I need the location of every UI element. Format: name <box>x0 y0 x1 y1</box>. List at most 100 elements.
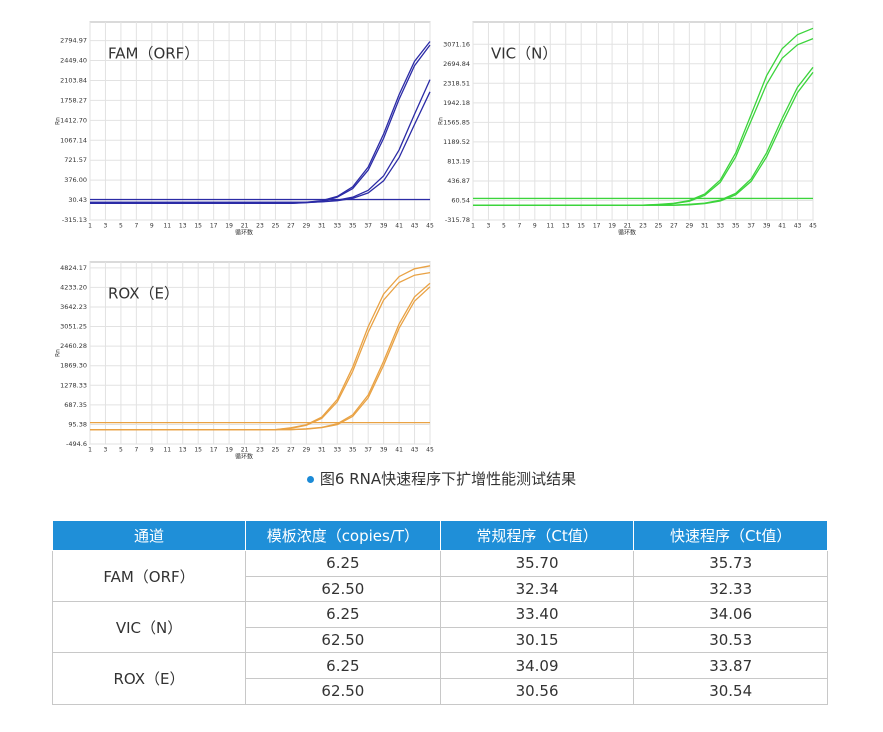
x-tick-label: 11 <box>546 223 554 230</box>
y-tick-label: 1189.52 <box>443 138 470 146</box>
value-cell: 33.40 <box>439 601 635 628</box>
x-tick-label: 7 <box>134 447 138 454</box>
x-tick-label: 45 <box>426 447 434 454</box>
chart-title: ROX（E） <box>108 285 179 303</box>
x-tick-label: 39 <box>380 447 388 454</box>
value-cell: 30.56 <box>439 677 635 705</box>
y-tick-label: 3071.16 <box>443 40 470 48</box>
y-tick-label: 687.35 <box>64 401 87 409</box>
header-cell: 快速程序（Ct值） <box>633 521 828 551</box>
value-cell: 62.50 <box>245 677 441 705</box>
x-tick-label: 7 <box>134 223 138 230</box>
bullet <box>306 476 314 483</box>
x-tick-label: 23 <box>639 223 647 230</box>
x-tick-label: 31 <box>318 223 326 230</box>
y-tick-label: 95.38 <box>68 420 87 428</box>
x-tick-label: 3 <box>104 223 108 230</box>
x-tick-label: 5 <box>119 447 123 454</box>
x-tick-label: 25 <box>272 223 280 230</box>
value-cell: 30.53 <box>633 626 828 654</box>
value-cell: 62.50 <box>245 575 441 603</box>
value-cell: 30.15 <box>439 626 635 654</box>
chart-title: VIC（N） <box>491 45 557 63</box>
x-tick-label: 25 <box>272 447 280 454</box>
y-axis-label: Rn <box>55 349 62 357</box>
channel-cell: ROX（E） <box>51 652 247 705</box>
y-tick-label: 721.57 <box>64 156 87 164</box>
table-row: 62.50 30.15 30.53 <box>53 626 828 654</box>
x-tick-label: 3 <box>104 447 108 454</box>
y-tick-label: 1412.70 <box>60 116 87 124</box>
y-tick-label: 1758.27 <box>60 96 87 104</box>
value-cell: 30.54 <box>633 677 828 705</box>
x-tick-label: 33 <box>333 223 341 230</box>
x-tick-label: 33 <box>716 223 724 230</box>
x-tick-label: 35 <box>349 447 357 454</box>
y-tick-label: 4824.17 <box>60 264 87 272</box>
y-tick-label: 1067.14 <box>60 136 87 144</box>
x-tick-label: 11 <box>163 223 171 230</box>
table-row: 62.50 32.34 32.33 <box>53 575 828 603</box>
y-tick-label: 4233.20 <box>60 283 87 291</box>
value-cell: 32.33 <box>633 575 828 603</box>
x-tick-label: 1 <box>471 223 475 230</box>
x-tick-label: 29 <box>303 223 311 230</box>
x-tick-label: 17 <box>210 223 218 230</box>
x-tick-label: 13 <box>562 223 570 230</box>
x-tick-label: 15 <box>577 223 585 230</box>
channel-cell: FAM（ORF） <box>51 549 247 603</box>
y-tick-label: 30.43 <box>68 196 87 204</box>
x-tick-label: 11 <box>163 447 171 454</box>
x-tick-label: 35 <box>349 223 357 230</box>
x-tick-label: 3 <box>487 223 491 230</box>
amplification-curve <box>90 79 431 203</box>
x-tick-label: 31 <box>318 447 326 454</box>
y-tick-label: 813.19 <box>447 157 470 165</box>
y-tick-label: 1869.30 <box>60 362 87 370</box>
x-tick-label: 13 <box>179 447 187 454</box>
table-row: FAM（ORF） 6.25 35.70 35.73 <box>51 549 828 603</box>
table-row: 62.50 30.56 30.54 <box>53 677 828 705</box>
y-tick-label: -494.6 <box>66 440 87 448</box>
x-tick-label: 1 <box>88 223 92 230</box>
header-cell: 通道 <box>51 521 247 551</box>
x-tick-label: 43 <box>794 223 802 230</box>
x-tick-label: 27 <box>287 447 295 454</box>
x-tick-label: 43 <box>411 447 419 454</box>
x-tick-label: 25 <box>655 223 663 230</box>
caption: 图6 RNA快速程序下扩增性能测试结果 <box>0 468 883 489</box>
x-tick-label: 19 <box>225 447 233 454</box>
x-tick-label: 29 <box>686 223 694 230</box>
x-axis-label: 循环数 <box>235 229 253 237</box>
y-tick-label: 2694.84 <box>443 60 470 68</box>
y-axis-label: Rn <box>438 117 445 125</box>
y-tick-label: -315.13 <box>62 216 87 224</box>
y-tick-label: 2103.84 <box>60 76 87 84</box>
y-tick-label: 1565.85 <box>443 118 470 126</box>
header-cell: 常规程序（Ct值） <box>439 521 635 551</box>
x-tick-label: 17 <box>210 447 218 454</box>
x-tick-label: 29 <box>303 447 311 454</box>
x-tick-label: 19 <box>608 223 616 230</box>
y-axis-label: Rn <box>55 117 62 125</box>
header-row: 通道 模板浓度（copies/T） 常规程序（Ct值） 快速程序（Ct值） <box>51 521 828 551</box>
y-tick-label: 2794.97 <box>60 37 87 45</box>
x-tick-label: 35 <box>732 223 740 230</box>
value-cell: 34.09 <box>439 652 635 679</box>
value-cell: 62.50 <box>245 626 441 654</box>
y-tick-label: 2449.40 <box>60 57 87 65</box>
x-tick-label: 23 <box>256 223 264 230</box>
y-tick-label: 3642.23 <box>60 303 87 311</box>
value-cell: 35.70 <box>439 550 635 577</box>
y-tick-label: 376.00 <box>64 176 87 184</box>
charts: 1 3 5 7 9 11 13 15 17 19 21 23 25 27 29 31 33 35 37 39 41 43 4… <box>55 21 817 460</box>
x-tick-label: 17 <box>593 223 601 230</box>
y-tick-label: -315.78 <box>445 216 470 224</box>
amplification-curve <box>90 286 431 431</box>
table-row: ROX（E） 6.25 34.09 33.87 <box>51 652 828 705</box>
result-table: 通道 模板浓度（copies/T） 常规程序（Ct值） 快速程序（Ct值） FAM（OR… <box>51 521 828 705</box>
x-tick-label: 9 <box>150 447 154 454</box>
x-axis-label: 循环数 <box>618 229 636 237</box>
x-tick-label: 45 <box>426 223 434 230</box>
